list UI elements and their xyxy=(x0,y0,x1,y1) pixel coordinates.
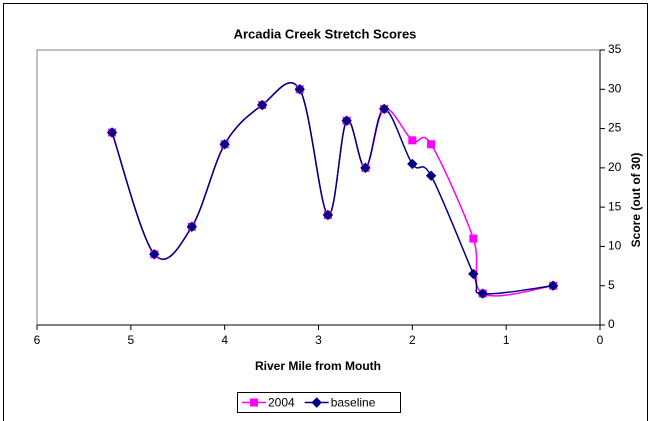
data-point xyxy=(425,170,437,181)
data-point xyxy=(547,280,559,291)
series-line xyxy=(111,82,554,295)
data-point xyxy=(477,288,488,299)
x-tick-label: 6 xyxy=(34,333,41,347)
x-tick-label: 1 xyxy=(503,333,510,347)
plot-area xyxy=(36,49,601,326)
y-tick-label: 0 xyxy=(608,317,615,331)
data-point xyxy=(294,84,305,95)
x-tick-label: 3 xyxy=(315,333,322,347)
y-tick-label: 5 xyxy=(608,278,615,292)
data-point xyxy=(427,140,436,149)
chart-title: Arcadia Creek Stretch Scores xyxy=(234,26,417,41)
x-tick-label: 4 xyxy=(221,333,228,347)
legend-label: baseline xyxy=(331,396,376,410)
data-point xyxy=(341,115,352,126)
x-tick-label: 0 xyxy=(597,333,604,347)
data-point xyxy=(468,268,479,280)
data-point xyxy=(322,209,334,221)
data-point xyxy=(219,139,230,150)
y-tick-label: 10 xyxy=(608,239,622,253)
data-point xyxy=(408,136,417,145)
data-point xyxy=(407,158,418,170)
legend-label: 2004 xyxy=(268,396,295,410)
data-point xyxy=(106,127,118,138)
y-tick-label: 20 xyxy=(608,160,622,174)
data-point xyxy=(378,103,390,115)
x-tick-label: 2 xyxy=(409,333,416,347)
y-tick-label: 35 xyxy=(608,42,622,56)
y-tick-label: 25 xyxy=(608,121,622,135)
y-tick-label: 15 xyxy=(608,199,622,213)
data-point xyxy=(149,249,160,260)
legend-marker xyxy=(250,398,258,407)
data-point xyxy=(256,99,268,111)
x-axis-label: River Mile from Mouth xyxy=(255,359,381,373)
x-tick-label: 5 xyxy=(127,333,134,347)
y-axis-label: Score (out of 30) xyxy=(629,153,643,248)
data-point xyxy=(360,162,371,174)
data-point xyxy=(469,234,478,243)
legend-marker xyxy=(311,397,322,408)
y-tick-label: 30 xyxy=(608,81,622,95)
data-point xyxy=(186,221,198,232)
